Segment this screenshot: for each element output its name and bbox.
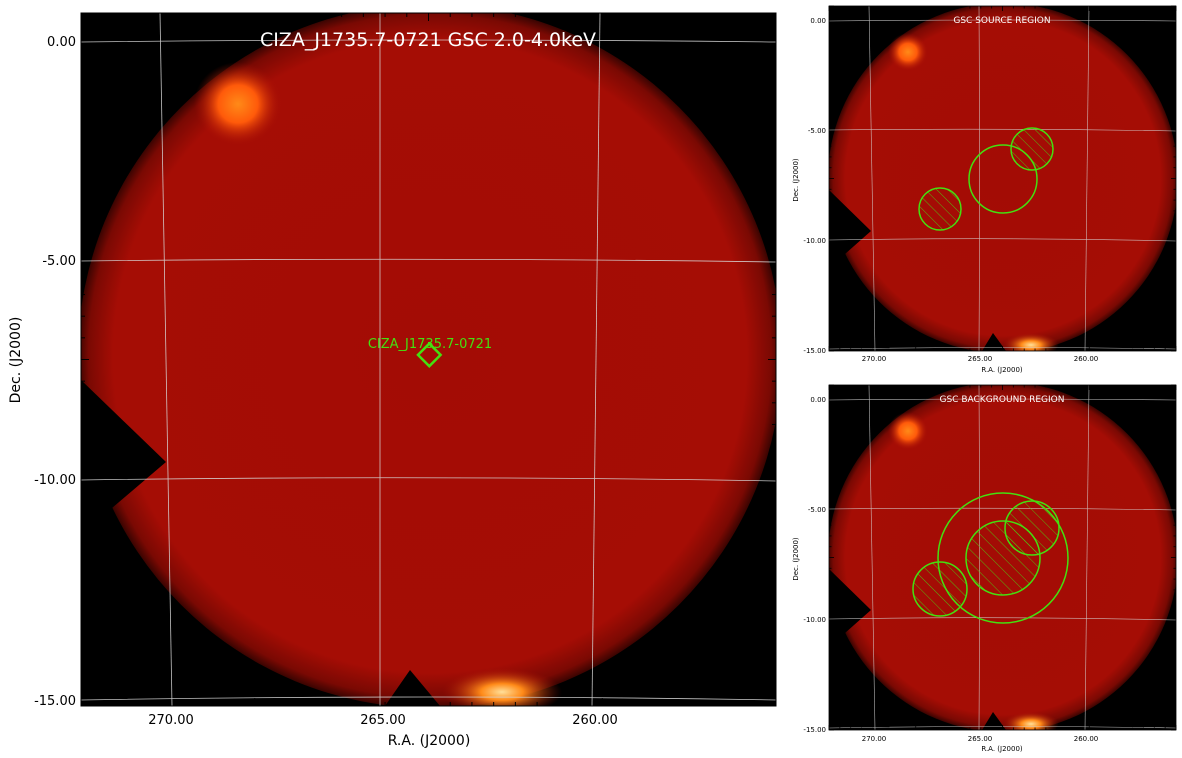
source-region-circles <box>918 127 1054 231</box>
source-field-of-view <box>829 6 1176 351</box>
main-x-axis-label: R.A. (J2000) <box>388 733 471 749</box>
main-xtick-label: 270.00 <box>148 713 194 728</box>
source-xtick-label: 260.00 <box>1074 355 1099 363</box>
background-xtick-label: 260.00 <box>1074 735 1099 743</box>
source-excluded-circle <box>1010 127 1054 171</box>
main-ytick-label: -15.00 <box>34 694 76 709</box>
source-ytick-label: 0.00 <box>810 17 826 25</box>
main-y-axis-label: Dec. (J2000) <box>8 317 24 404</box>
main-bright-source-south <box>442 668 562 706</box>
source-bright-source-south <box>1003 333 1059 351</box>
background-region-panel: GSC BACKGROUND REGION 0.00 -5.00 -10.00 … <box>792 384 1177 753</box>
source-y-axis-label: Dec. (J2000) <box>792 158 800 202</box>
background-annulus-outer-circle <box>937 492 1069 624</box>
main-y-tick-labels: 0.00 -5.00 -10.00 -15.00 <box>34 35 76 709</box>
background-bright-source-south <box>1003 712 1059 730</box>
background-ytick-label: -10.00 <box>803 616 826 624</box>
background-xtick-label: 270.00 <box>862 735 887 743</box>
background-bright-source-north <box>888 412 928 450</box>
main-bright-source-north <box>194 62 282 146</box>
background-ytick-label: 0.00 <box>810 396 826 404</box>
background-xtick-label: 265.00 <box>968 735 993 743</box>
source-region-panel: GSC SOURCE REGION 0.00 -5.00 -10.00 -15.… <box>792 5 1177 374</box>
source-coordinate-grid <box>829 6 1176 351</box>
main-x-tick-labels: 270.00 265.00 260.00 <box>148 713 618 728</box>
main-title: CIZA_J1735.7-0721 GSC 2.0-4.0keV <box>260 29 596 51</box>
source-extraction-circle <box>968 144 1038 214</box>
background-x-axis-label: R.A. (J2000) <box>981 745 1023 753</box>
source-excluded-circle <box>918 187 962 231</box>
source-bright-source-north <box>888 33 928 71</box>
source-panel-title: GSC SOURCE REGION <box>953 16 1050 26</box>
source-x-tick-labels: 270.00 265.00 260.00 <box>862 355 1099 363</box>
source-ytick-label: -10.00 <box>803 237 826 245</box>
main-xtick-label: 260.00 <box>572 713 618 728</box>
main-source-diamond-marker <box>416 341 443 368</box>
source-ytick-label: -15.00 <box>803 347 826 355</box>
main-coordinate-grid <box>81 13 776 706</box>
background-region-circles <box>912 492 1069 624</box>
source-x-axis-label: R.A. (J2000) <box>981 366 1023 374</box>
background-ytick-label: -15.00 <box>803 726 826 734</box>
source-xtick-label: 270.00 <box>862 355 887 363</box>
source-ytick-label: -5.00 <box>808 127 826 135</box>
background-panel-title: GSC BACKGROUND REGION <box>940 395 1065 405</box>
main-xtick-label: 265.00 <box>360 713 406 728</box>
main-panel: CIZA_J1735.7-0721 CIZA_J1735.7-0721 GSC … <box>8 12 777 749</box>
background-ytick-label: -5.00 <box>808 506 826 514</box>
background-excluded-circle <box>1004 500 1060 556</box>
main-source-label: CIZA_J1735.7-0721 <box>368 337 492 352</box>
background-y-axis-label: Dec. (J2000) <box>792 537 800 581</box>
source-xtick-label: 265.00 <box>968 355 993 363</box>
background-y-tick-labels: 0.00 -5.00 -10.00 -15.00 <box>803 396 826 734</box>
main-ytick-label: -10.00 <box>34 473 76 488</box>
main-field-of-view <box>81 13 776 706</box>
background-axis-ticks <box>828 384 1177 731</box>
background-excluded-circle <box>912 561 968 617</box>
main-ytick-label: 0.00 <box>47 35 76 50</box>
main-axis-ticks <box>80 12 777 707</box>
source-axis-ticks <box>828 5 1177 352</box>
source-y-tick-labels: 0.00 -5.00 -10.00 -15.00 <box>803 17 826 355</box>
main-ytick-label: -5.00 <box>42 254 76 269</box>
background-x-tick-labels: 270.00 265.00 260.00 <box>862 735 1099 743</box>
